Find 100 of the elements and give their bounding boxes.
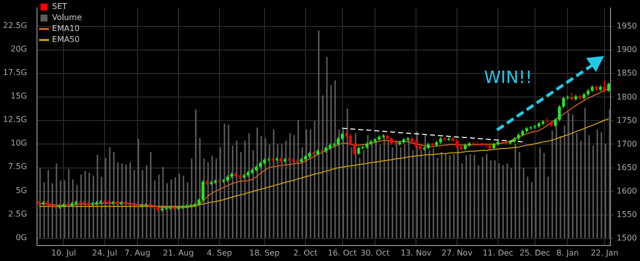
candlestick xyxy=(472,141,475,146)
candlestick xyxy=(148,203,152,208)
x-tick-label: 13. Nov xyxy=(400,248,432,258)
candlestick xyxy=(90,202,94,206)
candlestick xyxy=(598,84,602,92)
candlestick xyxy=(226,174,229,182)
candlestick xyxy=(296,158,299,164)
candlestick xyxy=(390,136,393,146)
x-tick-label: 24. Jul xyxy=(92,248,118,258)
candlestick xyxy=(262,158,266,165)
candlestick xyxy=(542,120,544,126)
x-tick-label: 21. Aug xyxy=(162,248,194,258)
candlestick xyxy=(38,200,40,206)
candlestick xyxy=(328,143,332,150)
candlestick xyxy=(484,143,488,148)
candlestick xyxy=(570,92,574,101)
candlestick xyxy=(439,136,442,144)
y2-tick-label: 12.5G xyxy=(2,115,28,124)
candlestick xyxy=(546,117,549,124)
candlestick xyxy=(566,95,570,100)
candlestick xyxy=(332,142,336,148)
candlestick xyxy=(521,129,524,137)
candlestick xyxy=(406,136,410,142)
candlestick xyxy=(430,142,434,148)
x-tick-label: 2. Oct xyxy=(293,248,318,258)
y-tick-label: 1700 xyxy=(616,139,637,148)
candlestick xyxy=(447,136,450,142)
candlestick xyxy=(582,92,586,100)
y2-tick-label: 15G xyxy=(10,92,28,101)
candlestick xyxy=(504,140,508,146)
candlestick xyxy=(378,134,381,142)
candlestick xyxy=(418,144,422,151)
candlestick xyxy=(246,170,250,178)
candlestick xyxy=(361,145,364,150)
candlestick xyxy=(111,200,114,205)
candlestick xyxy=(365,142,368,149)
candlestick xyxy=(353,142,356,156)
candlestick xyxy=(410,136,414,144)
candlestick xyxy=(267,157,270,162)
candlestick xyxy=(451,136,454,142)
candlestick xyxy=(386,134,389,141)
candlestick xyxy=(304,154,307,162)
candlestick xyxy=(197,198,200,206)
y2-tick-label: 22.5G xyxy=(2,20,28,30)
candlestick xyxy=(357,146,360,156)
candlestick xyxy=(94,200,98,206)
candlestick xyxy=(82,200,86,206)
candlestick xyxy=(86,202,90,206)
candlestick xyxy=(402,138,406,144)
candlestick xyxy=(54,204,57,210)
candlestick xyxy=(422,146,426,151)
candlestick xyxy=(370,140,372,146)
annotation: WIN!! xyxy=(484,68,532,88)
candlestick xyxy=(99,200,102,204)
x-tick-label: 22. Jan xyxy=(590,248,618,258)
candlestick xyxy=(181,204,184,210)
y-tick-label: 1800 xyxy=(616,92,637,102)
candlestick xyxy=(344,132,348,138)
candlestick xyxy=(443,136,446,142)
x-tick-label: 7. Aug xyxy=(124,248,150,258)
legend-label: EMA50 xyxy=(52,35,80,44)
candlestick xyxy=(349,134,352,146)
legend-label: EMA10 xyxy=(52,24,80,34)
candlestick xyxy=(107,200,110,205)
y2-tick-label: 0G xyxy=(16,232,28,242)
candlestick xyxy=(426,142,430,150)
candlestick xyxy=(558,104,561,122)
candlestick xyxy=(288,157,290,162)
candlestick xyxy=(144,203,148,208)
legend-label: SET xyxy=(52,2,68,12)
x-tick-label: 27. Nov xyxy=(442,248,473,258)
candlestick xyxy=(185,204,188,209)
x-tick-label: 18. Sep xyxy=(249,248,280,258)
y-tick-label: 1600 xyxy=(616,186,637,196)
candlestick xyxy=(271,157,274,162)
candlestick xyxy=(152,204,156,210)
candlestick xyxy=(525,126,528,133)
candlestick xyxy=(320,148,324,154)
x-tick-label: 10. Jul xyxy=(51,248,76,258)
candlestick xyxy=(210,180,213,186)
candlestick xyxy=(222,178,225,184)
candlestick xyxy=(78,200,82,204)
candlestick xyxy=(132,202,135,207)
candlestick xyxy=(312,151,316,156)
candlestick xyxy=(50,203,53,208)
candlestick xyxy=(492,142,496,150)
candlestick xyxy=(586,88,590,96)
candlestick xyxy=(202,180,204,202)
candlestick xyxy=(308,151,311,158)
y-tick-label: 1650 xyxy=(616,162,637,172)
candlestick xyxy=(230,172,234,179)
candlestick xyxy=(250,168,254,174)
candlestick xyxy=(189,203,192,208)
candlestick xyxy=(124,201,127,206)
candlestick xyxy=(46,200,49,207)
x-tick-label: 16. Oct xyxy=(328,248,357,258)
candlestick xyxy=(316,148,320,156)
y2-tick-label: 5G xyxy=(16,186,28,195)
candlestick xyxy=(456,138,458,149)
candlestick xyxy=(258,161,262,169)
